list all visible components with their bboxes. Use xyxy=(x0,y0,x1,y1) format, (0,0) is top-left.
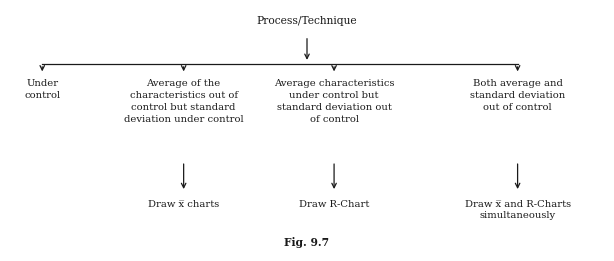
Text: Average characteristics
under control but
standard deviation out
of control: Average characteristics under control bu… xyxy=(274,79,394,124)
Text: Both average and
standard deviation
out of control: Both average and standard deviation out … xyxy=(470,79,565,112)
Text: Draw x̅ and R-Charts
simultaneously: Draw x̅ and R-Charts simultaneously xyxy=(465,200,570,220)
Text: Draw x̅ charts: Draw x̅ charts xyxy=(148,200,219,209)
Text: Draw R-Chart: Draw R-Chart xyxy=(299,200,369,209)
Text: Average of the
characteristics out of
control but standard
deviation under contr: Average of the characteristics out of co… xyxy=(124,79,244,124)
Text: Fig. 9.7: Fig. 9.7 xyxy=(284,237,330,248)
Text: Process/Technique: Process/Technique xyxy=(257,15,357,26)
Text: Under
control: Under control xyxy=(24,79,60,100)
